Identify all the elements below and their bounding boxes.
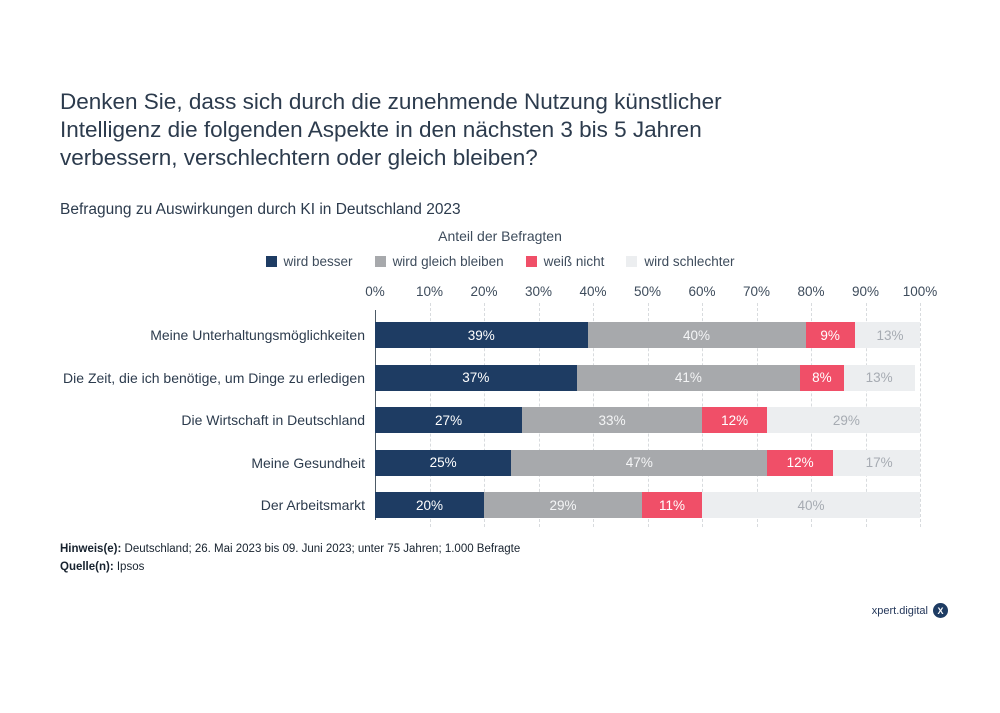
page-title: Denken Sie, dass sich durch die zunehmen… <box>60 88 890 172</box>
segment-value-label: 47% <box>625 455 653 470</box>
brand-logo-mark-icon: X <box>933 603 948 618</box>
bar-segment: 13% <box>854 322 920 348</box>
x-axis-tick-label: 70% <box>742 284 771 299</box>
segment-value-label: 11% <box>659 497 686 513</box>
bar-segment: 11% <box>642 492 702 518</box>
x-axis-tick-label: 80% <box>797 284 825 299</box>
footnote-hint: Hinweis(e): Deutschland; 26. Mai 2023 bi… <box>60 540 520 558</box>
segment-value-label: 33% <box>598 412 626 428</box>
bar-segment: 25% <box>375 449 512 476</box>
gridline <box>920 303 921 527</box>
bar-segment: 37% <box>375 364 577 391</box>
legend-label: wird schlechter <box>644 254 735 269</box>
bar-row: 37% 41% 8% 13% <box>375 364 920 391</box>
x-axis-tick-label: 50% <box>633 284 662 299</box>
segment-value-label: 13% <box>865 370 893 385</box>
bar-segment: 39% <box>375 322 588 348</box>
bar-segment: 20% <box>375 492 484 518</box>
brand-logo-text: xpert.digital <box>871 604 928 617</box>
segment-value-label: 20% <box>415 497 444 513</box>
x-axis-tick-label: 0% <box>365 284 385 299</box>
legend-swatch-icon <box>626 256 638 267</box>
bar-segment: 29% <box>484 492 643 518</box>
legend-label: wird besser <box>283 254 353 269</box>
bar-segment: 40% <box>587 322 806 348</box>
legend-label: weiß nicht <box>543 254 605 269</box>
bar-segment: 33% <box>522 407 702 433</box>
footnote-source: Quelle(n): Ipsos <box>60 558 520 576</box>
bar-row: 25% 47% 12% 17% <box>375 449 920 476</box>
bar-segment: 12% <box>701 407 768 433</box>
chart-axis-title: Anteil der Befragten <box>438 228 562 244</box>
chart-legend: wird besser wird gleich bleiben weiß nicht… <box>60 254 940 269</box>
segment-value-label: 12% <box>721 412 749 428</box>
bar-row: 39% 40% 9% 13% <box>375 322 920 348</box>
brand-logo: xpert.digital X <box>872 603 948 618</box>
x-axis-tick-label: 100% <box>902 284 938 299</box>
category-label: Meine Unterhaltungsmöglichkeiten <box>150 327 365 343</box>
segment-value-label: 39% <box>467 327 495 343</box>
segment-value-label: 41% <box>674 370 702 385</box>
bar-segment: 41% <box>576 364 801 391</box>
segment-value-label: 29% <box>549 497 577 513</box>
bar-segment: 29% <box>767 407 920 433</box>
segment-value-label: 27% <box>435 412 463 428</box>
bar-segment: 27% <box>375 407 523 433</box>
segment-value-label: 37% <box>462 370 490 385</box>
x-axis-tick-label: 60% <box>688 284 716 299</box>
segment-value-label: 8% <box>812 370 832 385</box>
legend-item: weiß nicht <box>525 254 605 269</box>
footnote-source-text: Ipsos <box>113 561 145 573</box>
bar-row: 27% 33% 12% 29% <box>375 407 920 433</box>
legend-swatch-icon <box>265 256 277 267</box>
segment-value-label: 9% <box>820 327 840 343</box>
legend-item: wird schlechter <box>626 254 734 269</box>
footnotes: Hinweis(e): Deutschland; 26. Mai 2023 bi… <box>60 540 520 576</box>
bar-segment: 9% <box>805 322 855 348</box>
x-axis-tick-labels: 0% 10% 20% 30% 40% 50% 60% 70% 80% 90% 100% <box>365 284 937 300</box>
bar-segment: 40% <box>701 492 920 518</box>
footnote-hint-text: Deutschland; 26. Mai 2023 bis 09. Juni 2… <box>121 543 521 555</box>
chart-subtitle: Befragung zu Auswirkungen durch KI in De… <box>60 201 461 218</box>
x-axis-tick-label: 10% <box>415 284 444 299</box>
segment-value-label: 17% <box>865 455 893 470</box>
bar-segment: 47% <box>511 449 768 476</box>
bar-segment: 8% <box>800 364 844 391</box>
legend-swatch-icon <box>374 256 386 267</box>
category-label: Die Wirtschaft in Deutschland <box>181 412 365 428</box>
x-axis-tick-label: 30% <box>524 284 553 299</box>
segment-value-label: 40% <box>797 497 825 513</box>
x-axis-tick-label: 20% <box>470 284 498 299</box>
bar-segment: 17% <box>832 449 920 476</box>
footnote-hint-label: Hinweis(e): <box>60 543 122 555</box>
x-axis-tick-label: 40% <box>579 284 607 299</box>
plot-area: 39% 40% 9% 13% 37% 41% 8% 13% 27% 33% 12% 29% 25% 47%… <box>375 303 921 527</box>
bar-segment: 12% <box>767 449 833 476</box>
x-axis-tick-label: 90% <box>851 284 880 299</box>
segment-value-label: 12% <box>786 455 814 470</box>
page-title-line: verbessern, verschlechtern oder gleich b… <box>60 145 538 170</box>
footnote-source-label: Quelle(n): <box>60 561 114 573</box>
segment-value-label: 25% <box>429 455 457 470</box>
legend-item: wird besser <box>265 254 353 269</box>
legend-label: wird gleich bleiben <box>392 254 504 269</box>
legend-swatch-icon <box>525 256 537 267</box>
category-label: Der Arbeitsmarkt <box>260 497 365 513</box>
segment-value-label: 40% <box>683 327 711 343</box>
page-title-line: Denken Sie, dass sich durch die zunehmen… <box>60 89 722 114</box>
segment-value-label: 13% <box>876 327 904 343</box>
category-label: Meine Gesundheit <box>251 454 365 471</box>
legend-item: wird gleich bleiben <box>374 254 504 269</box>
segment-value-label: 29% <box>832 412 860 428</box>
bar-row: 20% 29% 11% 40% <box>375 492 920 518</box>
category-label: Die Zeit, die ich benötige, um Dinge zu … <box>63 369 365 386</box>
page-title-line: Intelligenz die folgenden Aspekte in den… <box>60 117 702 142</box>
bar-segment: 13% <box>843 364 915 391</box>
